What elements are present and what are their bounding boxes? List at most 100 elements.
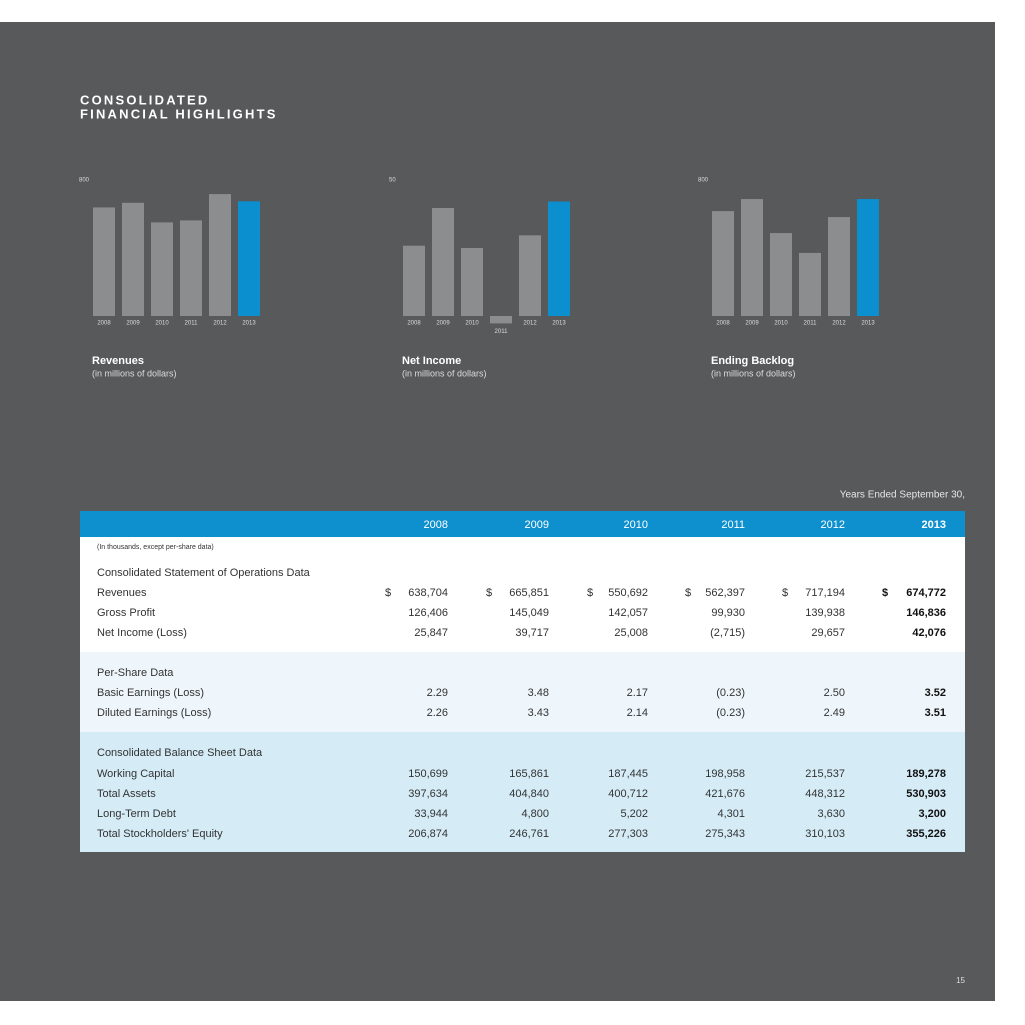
cell: 3.43 [528,707,549,719]
bar [741,199,763,316]
cell: 198,958 [705,768,745,780]
y-tick-label: 50 [389,178,396,184]
currency-sign: $ [882,587,888,599]
cell: 29,657 [811,627,845,639]
cell: 187,445 [608,768,648,780]
x-tick-label: 2009 [126,321,140,327]
x-tick-label: 2009 [436,321,450,327]
cell: 550,692 [608,587,648,599]
section-title: Consolidated Statement of Operations Dat… [97,567,311,579]
cell: 421,676 [705,788,745,800]
bar [799,252,821,316]
row-label: Total Assets [97,788,156,800]
bar [770,233,792,316]
cell: 99,930 [711,607,745,619]
cell: 150,699 [408,768,448,780]
cell: 717,194 [805,587,845,599]
x-tick-label: 2010 [774,321,788,327]
x-tick-label: 2008 [716,321,730,327]
column-header: 2011 [721,519,745,531]
x-tick-label: 2010 [465,321,479,327]
cell: 42,076 [912,627,946,639]
row-label: Working Capital [97,768,174,780]
cell: 3,630 [817,808,845,820]
chart-title: Net Income [402,355,461,367]
x-tick-label: 2013 [552,321,566,327]
cell: 3.48 [528,687,549,699]
table-section-band [80,652,965,732]
cell: 5,202 [620,808,648,820]
cell: 39,717 [515,627,549,639]
cell: 530,903 [906,788,946,800]
cell: 25,008 [614,627,648,639]
cell: 25,847 [414,627,448,639]
x-tick-label: 2009 [745,321,759,327]
cell: 400,712 [608,788,648,800]
bar [548,201,570,316]
bar [857,199,879,316]
cell: 3.52 [925,687,946,699]
row-label: Total Stockholders' Equity [97,828,223,840]
cell: 145,049 [509,607,549,619]
cell: (2,715) [710,627,745,639]
row-label: Diluted Earnings (Loss) [97,707,211,719]
cell: 448,312 [805,788,845,800]
bar [151,222,173,316]
cell: 275,343 [705,828,745,840]
cell: (0.23) [716,687,745,699]
bar [93,207,115,316]
x-tick-label: 2011 [804,321,818,327]
bar [209,194,231,316]
row-label: Long-Term Debt [97,808,176,820]
y-tick-label: 800 [79,178,90,184]
cell: 638,704 [408,587,448,599]
currency-sign: $ [486,587,492,599]
bar [490,316,512,324]
bar [461,247,483,316]
x-tick-label: 2011 [495,329,509,335]
chart-subtitle: (in millions of dollars) [711,368,796,378]
cell: 2.26 [427,707,448,719]
chart-title: Revenues [92,355,144,367]
bar [828,217,850,316]
row-label: Net Income (Loss) [97,627,187,639]
x-tick-label: 2010 [155,321,169,327]
cell: 33,944 [414,808,448,820]
x-tick-label: 2008 [407,321,421,327]
cell: 126,406 [408,607,448,619]
bar [519,235,541,316]
cell: 3.51 [925,707,946,719]
y-tick-label: 800 [698,178,709,184]
cell: 562,397 [705,587,745,599]
cell: 146,836 [906,607,946,619]
bar [403,245,425,316]
chart-title: Ending Backlog [711,355,794,367]
cell: (0.23) [716,707,745,719]
section-title: Per-Share Data [97,667,174,679]
x-tick-label: 2012 [832,321,846,327]
cell: 189,278 [906,768,946,780]
title-line: CONSOLIDATED [80,92,209,107]
cell: 246,761 [509,828,549,840]
currency-sign: $ [685,587,691,599]
title-line: FINANCIAL HIGHLIGHTS [80,106,278,121]
x-tick-label: 2008 [97,321,111,327]
column-header: 2013 [922,519,946,531]
bar [712,211,734,316]
bar [432,207,454,316]
cell: 4,301 [717,808,745,820]
cell: 165,861 [509,768,549,780]
cell: 665,851 [509,587,549,599]
cell: 2.29 [427,687,448,699]
currency-sign: $ [782,587,788,599]
cell: 4,800 [521,808,549,820]
bar [180,220,202,316]
cell: 2.14 [627,707,648,719]
table-section-band [80,537,965,652]
currency-sign: $ [587,587,593,599]
x-tick-label: 2013 [242,321,256,327]
cell: 2.49 [824,707,845,719]
column-header: 2009 [525,519,549,531]
